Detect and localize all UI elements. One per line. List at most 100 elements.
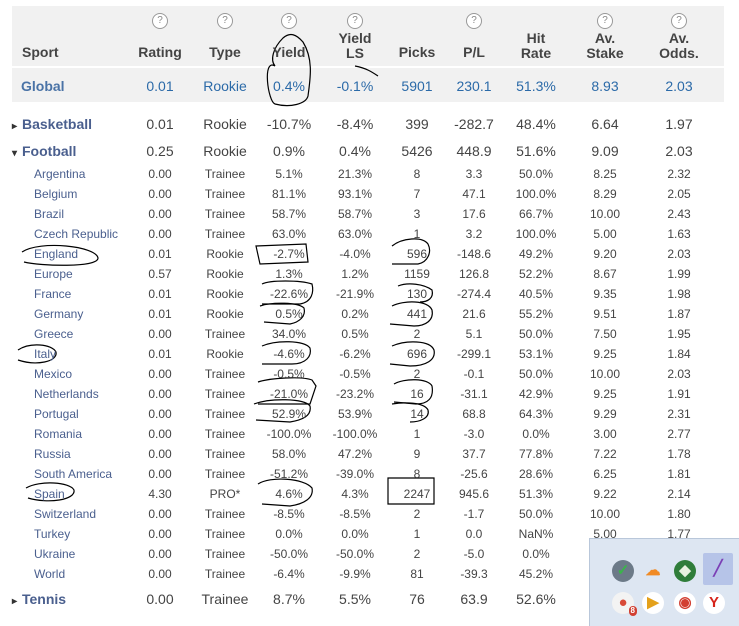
- sport-name-link[interactable]: Spain: [34, 487, 65, 501]
- sport-name-link[interactable]: Turkey: [34, 527, 71, 541]
- sport-name-link[interactable]: Brazil: [34, 207, 65, 221]
- sport-name-link[interactable]: Germany: [34, 307, 84, 321]
- cell-hit: 51.6%: [516, 143, 556, 159]
- header-type[interactable]: Type: [185, 45, 265, 60]
- sport-cell[interactable]: Belgium: [34, 184, 77, 204]
- sport-name-link[interactable]: France: [34, 287, 72, 301]
- header-type-line1: Type: [209, 44, 241, 60]
- sport-cell[interactable]: Brazil: [34, 204, 64, 224]
- sport-cell[interactable]: Portugal: [34, 404, 79, 424]
- sport-cell[interactable]: Europe: [34, 264, 73, 284]
- sport-name-link[interactable]: Ukraine: [34, 547, 76, 561]
- sport-cell[interactable]: France: [34, 284, 71, 304]
- expand-caret-icon[interactable]: ▸: [12, 596, 18, 607]
- cell-hit: 50.0%: [518, 367, 554, 381]
- cloud-icon[interactable]: ☁: [645, 562, 661, 579]
- cell-rating: 0.00: [146, 591, 174, 607]
- sport-cell[interactable]: Mexico: [34, 364, 72, 384]
- sport-cell[interactable]: Germany: [34, 304, 83, 324]
- sport-cell[interactable]: Argentina: [34, 164, 85, 184]
- header-pl[interactable]: P/L: [434, 45, 514, 60]
- cell-yield: -21.0%: [269, 387, 309, 401]
- cell-rating: 0.00: [148, 407, 172, 421]
- sport-cell[interactable]: Italy: [34, 344, 56, 364]
- sport-cell[interactable]: Netherlands: [34, 384, 99, 404]
- sport-cell[interactable]: ▸ Tennis: [12, 589, 66, 612]
- help-icon[interactable]: ?: [281, 13, 297, 29]
- sport-cell[interactable]: Romania: [34, 424, 82, 444]
- sport-name-link[interactable]: Russia: [34, 447, 71, 461]
- usb-safely-remove-icon[interactable]: ✓: [612, 560, 634, 582]
- media-player-icon[interactable]: ▶: [642, 592, 664, 614]
- antivirus-icon[interactable]: ◆: [674, 560, 696, 582]
- cell-yield-ls: -9.9%: [339, 567, 371, 581]
- header-hit-rate-line1: Hit: [526, 30, 546, 46]
- pen-icon[interactable]: ╱: [703, 553, 733, 585]
- row-country: Germany 0.01 Rookie 0.5% 0.2% 441 21.6 55.2% 9.5…: [12, 304, 724, 324]
- sport-name-link[interactable]: Football: [22, 143, 77, 159]
- sport-name-link[interactable]: Global: [21, 78, 65, 94]
- sport-cell[interactable]: ▾ Football: [12, 141, 76, 164]
- help-icon[interactable]: ?: [597, 13, 613, 29]
- sport-cell[interactable]: Russia: [34, 444, 71, 464]
- sport-cell[interactable]: England: [34, 244, 78, 264]
- sport-cell[interactable]: Greece: [34, 324, 73, 344]
- sport-cell[interactable]: Ukraine: [34, 544, 75, 564]
- sport-name-link[interactable]: Greece: [34, 327, 74, 341]
- header-yield-ls[interactable]: Yield LS: [315, 31, 395, 61]
- header-sport[interactable]: Sport: [22, 45, 59, 60]
- sport-cell[interactable]: Global: [21, 76, 65, 96]
- header-hit-rate[interactable]: Hit Rate: [496, 31, 576, 61]
- help-icon[interactable]: ?: [671, 13, 687, 29]
- sport-name-link[interactable]: Tennis: [22, 591, 67, 607]
- sport-cell[interactable]: World: [34, 564, 65, 584]
- cell-yield: -4.6%: [273, 347, 305, 361]
- sport-name-link[interactable]: Basketball: [22, 116, 93, 132]
- sport-name-link[interactable]: Belgium: [34, 187, 78, 201]
- sport-name-link[interactable]: Portugal: [34, 407, 79, 421]
- cell-rating: 0.01: [148, 287, 172, 301]
- header-picks[interactable]: Picks: [377, 45, 457, 60]
- cell-yield: -8.5%: [273, 507, 305, 521]
- cell-pl: -3.0: [463, 427, 485, 441]
- sport-name-link[interactable]: Romania: [34, 427, 83, 441]
- cell-stake: 9.51: [593, 307, 617, 321]
- sport-cell[interactable]: Switzerland: [34, 504, 96, 524]
- sport-name-link[interactable]: England: [34, 247, 79, 261]
- header-rating[interactable]: Rating: [120, 45, 200, 60]
- help-icon[interactable]: ?: [217, 13, 233, 29]
- sport-name-link[interactable]: Italy: [34, 347, 57, 361]
- cell-odds: 2.43: [667, 207, 691, 221]
- sport-name-link[interactable]: Czech Republic: [34, 227, 119, 241]
- sport-cell[interactable]: Spain: [34, 484, 65, 504]
- sport-name-link[interactable]: Netherlands: [34, 387, 99, 401]
- sport-name-link[interactable]: Switzerland: [34, 507, 97, 521]
- yandex-icon[interactable]: Y: [703, 592, 725, 614]
- sport-name-link[interactable]: World: [34, 567, 66, 581]
- sport-cell[interactable]: South America: [34, 464, 112, 484]
- row-country: Switzerland 0.00 Trainee -8.5% -8.5% 2 -1.7 50.…: [12, 504, 724, 524]
- sport-name-link[interactable]: Argentina: [34, 167, 86, 181]
- help-icon[interactable]: ?: [347, 13, 363, 29]
- cell-rating: 0.01: [146, 78, 174, 94]
- sport-name-link[interactable]: Mexico: [34, 367, 73, 381]
- header-av-stake[interactable]: Av. Stake: [565, 31, 645, 61]
- chrome-notify-icon[interactable]: ● 8: [612, 592, 637, 616]
- cell-stake: 8.67: [593, 267, 617, 281]
- cell-hit: 100.0%: [515, 227, 557, 241]
- header-yield[interactable]: Yield: [249, 45, 329, 60]
- sport-cell[interactable]: Czech Republic: [34, 224, 118, 244]
- help-icon[interactable]: ?: [152, 13, 168, 29]
- header-av-odds[interactable]: Av. Odds.: [639, 31, 719, 61]
- expand-caret-icon[interactable]: ▸: [12, 121, 18, 132]
- sport-cell[interactable]: ▸ Basketball: [12, 114, 92, 137]
- sport-name-link[interactable]: South America: [34, 467, 113, 481]
- sport-cell[interactable]: Turkey: [34, 524, 70, 544]
- help-icon[interactable]: ?: [466, 13, 482, 29]
- chrome-icon[interactable]: ◉: [674, 592, 696, 614]
- expand-caret-icon[interactable]: ▾: [12, 148, 18, 159]
- cell-yield: 1.3%: [275, 267, 303, 281]
- sport-name-link[interactable]: Europe: [34, 267, 73, 281]
- cell-yield: 8.7%: [273, 591, 305, 607]
- cell-picks: 2: [413, 367, 421, 381]
